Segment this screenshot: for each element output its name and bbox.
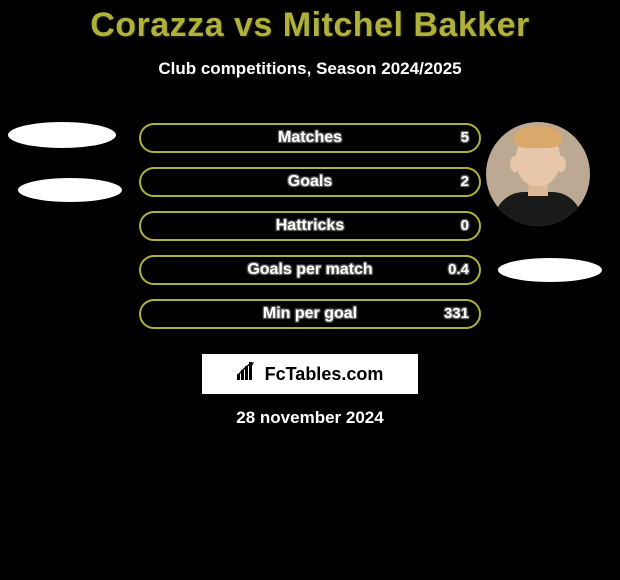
stat-label: Goals xyxy=(141,169,479,195)
player-left-shape-1 xyxy=(8,122,116,148)
brand-name: FcTables.com xyxy=(265,364,384,385)
stat-bar: Goals per match 0.4 xyxy=(139,255,481,285)
stat-bar: Matches 5 xyxy=(139,123,481,153)
stat-label: Goals per match xyxy=(141,257,479,283)
stat-bar: Min per goal 331 xyxy=(139,299,481,329)
comparison-widget: Corazza vs Mitchel Bakker Club competiti… xyxy=(0,0,620,580)
stat-label: Min per goal xyxy=(141,301,479,327)
avatar-shirt xyxy=(494,192,582,226)
bar-chart-icon xyxy=(237,362,259,387)
stat-bar: Goals 2 xyxy=(139,167,481,197)
stat-value: 5 xyxy=(461,125,469,151)
stat-value: 2 xyxy=(461,169,469,195)
stat-label: Hattricks xyxy=(141,213,479,239)
stat-value: 0.4 xyxy=(448,257,469,283)
subtitle: Club competitions, Season 2024/2025 xyxy=(0,59,620,79)
stat-value: 0 xyxy=(461,213,469,239)
brand-badge: FcTables.com xyxy=(202,354,418,394)
stat-bar: Hattricks 0 xyxy=(139,211,481,241)
stat-bars: Matches 5 Goals 2 Hattricks 0 Goals per … xyxy=(139,123,481,343)
player-left-shape-2 xyxy=(18,178,122,202)
player-right-avatar xyxy=(486,122,590,226)
stat-value: 331 xyxy=(444,301,469,327)
stat-label: Matches xyxy=(141,125,479,151)
avatar-hair xyxy=(514,126,562,148)
date-label: 28 november 2024 xyxy=(0,408,620,428)
player-right-shape xyxy=(498,258,602,282)
page-title: Corazza vs Mitchel Bakker xyxy=(0,0,620,45)
